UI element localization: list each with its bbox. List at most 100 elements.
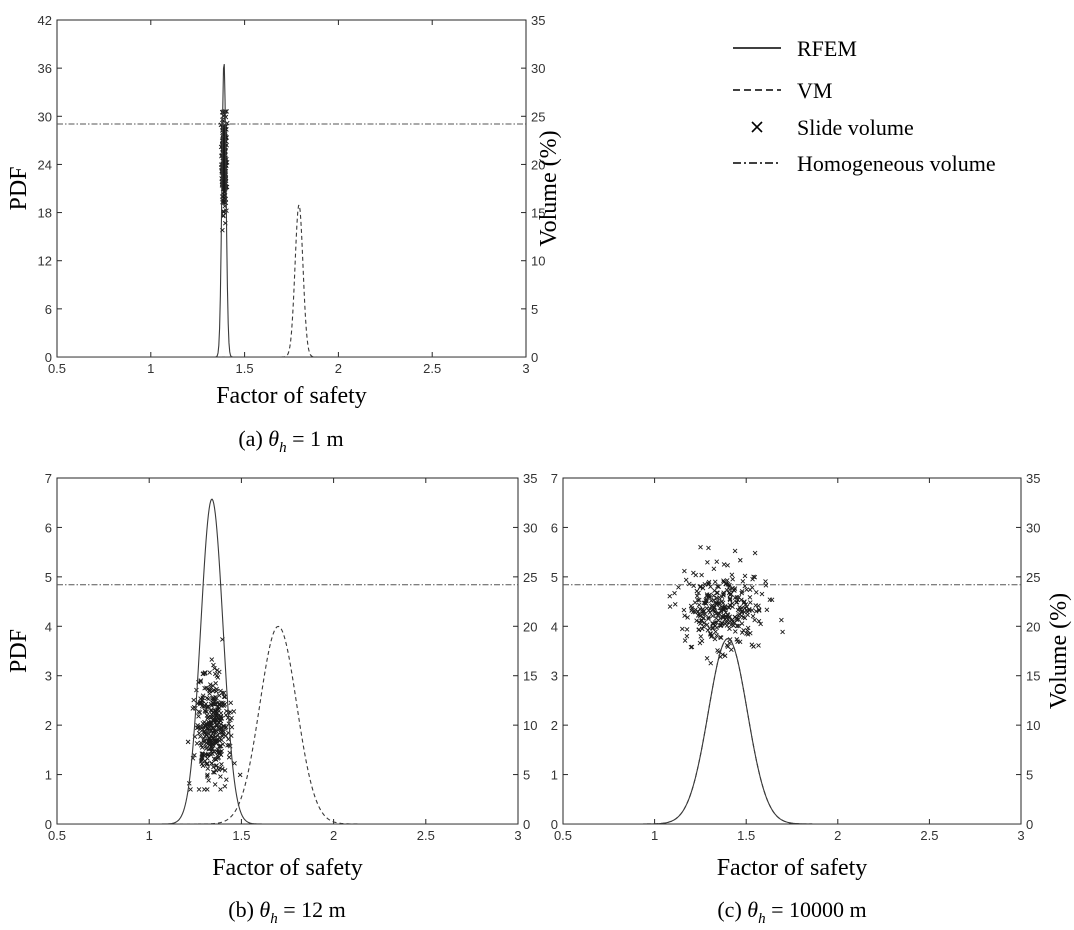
slide-volume-point (699, 572, 704, 578)
y-tick-label: 2 (45, 718, 52, 733)
legend: RFEM VM Slide volume Homogeneous volume (733, 36, 996, 176)
slide-volume-points (218, 109, 230, 233)
y2-axis-title: Volume (%) (1046, 593, 1072, 709)
legend-item-rfem: RFEM (733, 36, 857, 61)
slide-volume-point (697, 613, 703, 619)
y2-tick-label: 0 (1026, 817, 1033, 832)
slide-volume-point (211, 687, 217, 693)
slide-volume-point (210, 751, 215, 757)
slide-volume-point (214, 723, 220, 728)
slide-volume-point (706, 615, 711, 620)
slide-volume-point (739, 621, 745, 626)
slide-volume-point (209, 657, 215, 662)
slide-volume-point (719, 620, 725, 625)
slide-volume-point (683, 577, 689, 583)
slide-volume-point (681, 607, 687, 613)
slide-volume-point (185, 739, 191, 745)
caption-subscript: h (279, 440, 287, 456)
slide-volume-points (185, 637, 243, 792)
y2-tick-label: 0 (523, 817, 530, 832)
slide-volume-point (222, 694, 228, 700)
slide-volume-point (713, 600, 718, 606)
slide-volume-point (680, 626, 685, 632)
slide-volume-point (217, 751, 223, 757)
slide-volume-point (752, 550, 758, 556)
slide-volume-point (700, 616, 706, 621)
slide-volume-point (201, 729, 206, 735)
slide-volume-point (745, 612, 750, 618)
x-tick-label: 2.5 (423, 361, 441, 376)
slide-volume-point (204, 761, 210, 767)
slide-volume-point (202, 685, 207, 691)
slide-volume-point (725, 582, 731, 587)
y2-tick-label: 30 (531, 61, 545, 76)
y-tick-label: 3 (45, 669, 52, 684)
slide-volume-point (710, 613, 715, 619)
slide-volume-point (676, 585, 681, 590)
slide-volume-point (747, 600, 753, 605)
slide-volume-point (713, 629, 718, 635)
slide-volume-point (732, 629, 738, 634)
slide-volume-point (216, 693, 222, 698)
slide-volume-point (210, 697, 215, 703)
slide-volume-point (716, 610, 721, 616)
slide-volume-point (737, 604, 742, 610)
slide-volume-point (697, 584, 703, 590)
slide-volume-point (205, 714, 211, 720)
slide-volume-point (231, 709, 237, 714)
slide-volume-point (210, 746, 215, 752)
slide-volume-point (727, 602, 733, 608)
y-axis-title: PDF (6, 629, 32, 673)
slide-volume-point (215, 732, 221, 738)
slide-volume-point (759, 591, 765, 597)
slide-volume-point (696, 602, 702, 608)
slide-volume-point (212, 782, 218, 787)
slide-volume-point (714, 559, 720, 565)
y2-tick-label: 0 (531, 350, 538, 365)
slide-volume-point (218, 774, 223, 779)
slide-volume-point (693, 607, 698, 613)
slide-volume-point (207, 688, 212, 694)
slide-volume-point (706, 545, 711, 551)
slide-volume-point (730, 576, 735, 582)
slide-volume-point (198, 696, 203, 701)
slide-volume-point (691, 583, 696, 589)
slide-volume-point (210, 769, 216, 775)
slide-volume-point (222, 724, 227, 729)
slide-volume-point (712, 620, 718, 625)
y2-tick-label: 35 (531, 13, 545, 28)
x-tick-label: 0.5 (48, 828, 66, 843)
slide-volume-point (218, 787, 223, 792)
x-tick-label: 3 (522, 361, 529, 376)
slide-volume-point (190, 706, 196, 711)
slide-volume-point (747, 630, 753, 636)
y-tick-label: 3 (551, 669, 558, 684)
slide-volume-point (725, 563, 730, 568)
slide-volume-point (756, 618, 762, 624)
slide-volume-point (687, 581, 692, 587)
legend-item-homogeneous-volume: Homogeneous volume (733, 151, 996, 176)
slide-volume-point (682, 638, 688, 643)
slide-volume-point (742, 583, 748, 589)
slide-volume-point (702, 582, 708, 587)
slide-volume-point (216, 751, 222, 756)
slide-volume-point (708, 584, 713, 590)
slide-volume-point (203, 701, 209, 707)
slide-volume-point (222, 702, 228, 707)
slide-volume-point (699, 618, 704, 624)
slide-volume-point (704, 593, 710, 599)
slide-volume-point (194, 741, 200, 746)
slide-volume-point (714, 590, 720, 596)
slide-volume-point (205, 772, 210, 778)
legend-item-slide-volume: Slide volume (751, 115, 914, 140)
plot-area-b (57, 498, 518, 824)
y-tick-label: 0 (551, 817, 558, 832)
x-tick-label: 2.5 (920, 828, 938, 843)
slide-volume-point (753, 609, 759, 614)
slide-volume-point (220, 734, 225, 739)
y-tick-label: 18 (38, 206, 52, 221)
slide-volume-point (723, 610, 729, 615)
slide-volume-point (742, 599, 747, 605)
slide-volume-point (685, 615, 690, 620)
slide-volume-point (206, 739, 211, 744)
